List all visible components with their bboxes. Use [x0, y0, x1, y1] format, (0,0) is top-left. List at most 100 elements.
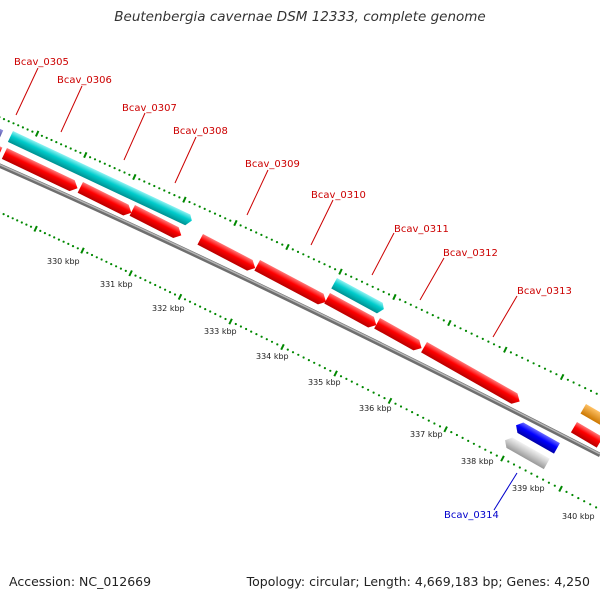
- gene-label-bcav-0307: Bcav_0307: [122, 103, 177, 114]
- inner-ring-minor-tick: [224, 317, 227, 321]
- footer-genome-info: Topology: circular; Length: 4,669,183 bp…: [246, 574, 590, 589]
- outer-ring-minor-tick: [344, 273, 347, 276]
- outer-ring-minor-tick: [526, 359, 530, 362]
- tick-label-337: 337 kbp: [410, 430, 443, 439]
- connector-bcav-0307: [123, 112, 146, 161]
- genome-backbone-highlight: [0, 163, 600, 455]
- gene-arrow-bcav-0312: [324, 293, 377, 328]
- outer-ring-minor-tick: [328, 265, 331, 268]
- inner-ring-minor-tick: [95, 256, 98, 259]
- tick-label-331: 331 kbp: [100, 280, 133, 289]
- inner-ring-minor-tick: [219, 315, 222, 318]
- inner-ring-minor-tick: [313, 361, 316, 364]
- tick-label-340: 340 kbp: [562, 512, 595, 521]
- inner-ring-minor-tick: [76, 247, 79, 250]
- gene-arrow-bcav-0306: [77, 182, 132, 216]
- outer-ring-minor-tick: [55, 141, 58, 144]
- inner-ring-minor-tick: [100, 258, 103, 261]
- tick-label-338: 338 kbp: [461, 457, 494, 466]
- outer-ring-minor-tick: [555, 373, 558, 376]
- inner-ring-minor-tick: [159, 286, 162, 289]
- outer-ring-minor-tick: [143, 180, 146, 183]
- outer-ring-minor-tick: [350, 275, 353, 278]
- inner-ring-minor-tick: [90, 253, 94, 257]
- inner-ring-minor-tick: [57, 238, 61, 241]
- tick-label-336: 336 kbp: [359, 404, 392, 413]
- outer-ring-minor-tick: [64, 145, 67, 148]
- outer-ring-minor-tick: [281, 243, 284, 246]
- inner-ring-minor-tick: [461, 436, 464, 439]
- inner-ring-minor-tick: [472, 442, 475, 445]
- outer-ring-major-tick: [34, 130, 40, 137]
- outer-ring-minor-tick: [26, 128, 29, 131]
- inner-ring-major-tick: [80, 247, 85, 254]
- outer-ring-minor-tick: [404, 301, 407, 304]
- outer-ring-minor-tick: [103, 162, 106, 165]
- gene-label-bcav-0305: Bcav_0305: [14, 57, 69, 68]
- outer-ring-minor-tick: [377, 288, 380, 291]
- tick-labels: 330 kbp 331 kbp 332 kbp 333 kbp 334 kbp …: [47, 257, 595, 521]
- inner-ring-major-tick: [443, 426, 448, 433]
- inner-ring-minor-tick: [589, 503, 592, 506]
- outer-ring-minor-tick: [355, 278, 358, 281]
- outer-ring-minor-tick: [203, 207, 206, 210]
- gene-arrow-bcav-0314: [516, 422, 560, 454]
- inner-ring-minor-tick: [297, 353, 300, 356]
- inner-ring-minor-tick: [265, 338, 268, 341]
- outer-ring-minor-tick: [255, 231, 258, 234]
- outer-ring-minor-tick: [93, 158, 97, 161]
- connector-bcav-0305: [15, 67, 39, 116]
- gene-label-bcav-0314: Bcav_0314: [444, 510, 499, 521]
- gene-arrow-bcav-0310: [254, 260, 327, 305]
- outer-ring-major-tick: [233, 219, 238, 227]
- outer-ring-minor-tick: [387, 293, 391, 296]
- inner-ring-minor-tick: [194, 303, 197, 306]
- inner-ring-minor-tick: [134, 274, 137, 277]
- connector-bcav-0313: [492, 295, 518, 338]
- inner-ring-minor-tick: [455, 433, 458, 437]
- outer-ring-minor-tick: [219, 214, 222, 217]
- outer-ring-major-tick: [392, 293, 397, 301]
- inner-ring-minor-tick: [105, 260, 108, 263]
- outer-ring-minor-tick: [69, 147, 72, 150]
- inner-ring-minor-tick: [62, 240, 65, 243]
- gene-arrow-bcav-0309: [197, 234, 256, 271]
- inner-ring-minor-tick: [250, 330, 253, 333]
- inner-ring-minor-tick: [214, 312, 217, 316]
- outer-ring-minor-tick: [584, 387, 587, 390]
- gene-labels: Bcav_0305 Bcav_0306 Bcav_0307 Bcav_0308 …: [14, 57, 572, 521]
- outer-ring-minor-tick: [498, 345, 501, 349]
- inner-ring-minor-tick: [467, 439, 470, 442]
- connector-bcav-0311: [371, 232, 395, 276]
- inner-ring-minor-tick: [11, 217, 14, 220]
- inner-ring-minor-tick: [16, 219, 19, 222]
- outer-ring-minor-tick: [45, 136, 48, 139]
- partial-feature-right-orange: [580, 404, 600, 429]
- outer-ring-minor-tick: [123, 171, 126, 174]
- inner-ring-minor-tick: [204, 308, 207, 311]
- inner-ring-minor-tick: [188, 300, 192, 303]
- outer-ring-minor-tick: [138, 178, 141, 181]
- inner-ring-minor-tick: [383, 397, 386, 400]
- inner-ring-minor-tick: [438, 425, 442, 428]
- inner-ring-minor-tick: [350, 380, 353, 383]
- genome-backbone: [0, 163, 600, 458]
- inner-ring-major-tick: [177, 293, 183, 301]
- inner-ring-minor-tick: [318, 364, 321, 367]
- inner-ring-major-tick: [558, 485, 563, 492]
- inner-ring-minor-tick: [20, 221, 23, 224]
- inner-ring-minor-tick: [270, 340, 274, 343]
- outer-ring-minor-tick: [198, 205, 201, 208]
- inner-ring-minor-tick: [67, 242, 70, 245]
- gene-arrow-bcav-0305: [1, 148, 78, 192]
- pseudo-gene-arrow: [505, 437, 550, 470]
- inner-ring-minor-tick: [339, 375, 343, 378]
- inner-ring-minor-tick: [2, 213, 5, 216]
- outer-ring-minor-tick: [453, 324, 456, 327]
- inner-ring-minor-tick: [183, 298, 187, 301]
- inner-ring-minor-tick: [489, 451, 493, 454]
- outer-ring-minor-tick: [360, 280, 364, 283]
- inner-ring-minor-tick: [260, 335, 263, 338]
- inner-ring-major-tick: [387, 397, 393, 405]
- label-connectors: [15, 67, 518, 511]
